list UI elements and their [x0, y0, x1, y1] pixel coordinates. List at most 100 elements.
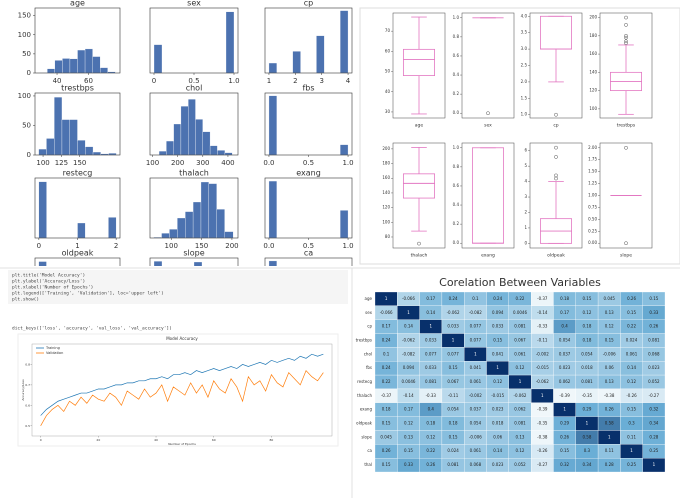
x-tick-label: 150: [73, 159, 86, 167]
y-tick-label: 0.00: [588, 240, 597, 245]
bar: [62, 58, 70, 73]
cell-label: 0.062: [514, 407, 526, 412]
y-tick-label: 0.6: [453, 183, 460, 188]
x-label: oldpeak: [547, 253, 565, 259]
code-line: plt.xlabel('Number of Epochs'): [12, 285, 93, 291]
cell-label: 0.061: [470, 448, 482, 453]
bar: [210, 146, 217, 155]
cell-label: 0.25: [649, 448, 658, 453]
row-label: chol: [364, 351, 372, 356]
y-tick-label: 50: [385, 69, 391, 74]
x-tick-label: 3: [319, 77, 323, 85]
bar: [340, 11, 348, 73]
cell-label: 0.062: [559, 379, 571, 384]
cell-label: 0.18: [560, 296, 569, 301]
bar: [93, 152, 101, 155]
cell-label: 0.12: [426, 434, 435, 439]
cell-label: 0.33: [649, 310, 658, 315]
y-tick-label: 160: [589, 51, 597, 56]
cell-label: 0.077: [470, 324, 482, 329]
cell-label: 0.18: [382, 407, 391, 412]
cell-label: 0.023: [492, 407, 504, 412]
y-tick-label: 120: [382, 205, 390, 210]
panel-title: fbs: [302, 84, 314, 93]
x-tick-label: 40: [154, 438, 158, 442]
cell-label: 0.17: [382, 324, 391, 329]
y-tick-label: 0.6: [25, 403, 30, 407]
panel-title: exang: [296, 169, 321, 178]
x-tick-label: 4: [346, 77, 351, 85]
panel-title: cp: [304, 0, 313, 8]
x-tick-label: 20: [96, 438, 100, 442]
code-line: plt.ylabel('Accuracy/Loss'): [12, 279, 85, 285]
chart-title: Corelation Between Variables: [439, 276, 601, 289]
cell-label: -0.38: [537, 434, 548, 439]
y-tick-label: 0.4: [453, 72, 460, 77]
cell-label: 0.13: [516, 434, 525, 439]
cell-label: 0.12: [516, 448, 525, 453]
cell-label: 0.24: [449, 296, 458, 301]
cell-label: 0.11: [627, 434, 636, 439]
cell-label: 0.023: [492, 462, 504, 467]
x-tick-label: 0: [152, 77, 156, 85]
panel-title: oldpeak: [62, 249, 94, 258]
cell-label: 0.26: [382, 448, 391, 453]
cell-label: 0.15: [404, 448, 413, 453]
cell-label: 0.14: [404, 324, 413, 329]
cell-label: 0.28: [649, 434, 658, 439]
cell-label: 0.081: [425, 379, 437, 384]
y-tick-label: 120: [589, 88, 597, 93]
y-tick-label: 100: [18, 92, 31, 100]
cell-label: 0.29: [560, 421, 569, 426]
row-label: sex: [365, 310, 372, 315]
y-tick-label: 70: [385, 28, 391, 33]
cell-label: 0.052: [648, 379, 660, 384]
cell-label: 0.15: [449, 434, 458, 439]
bar: [185, 212, 193, 238]
y-tick-label: 60: [385, 48, 391, 53]
bar: [93, 57, 101, 73]
cell-label: 0.32: [649, 407, 658, 412]
y-tick-label: 180: [382, 161, 390, 166]
cell-label: -0.35: [537, 421, 548, 426]
panel-title: ca: [304, 249, 313, 258]
y-tick-label: 180: [589, 33, 597, 38]
cell-label: 0.12: [627, 379, 636, 384]
y-tick-label: 2.00: [588, 145, 597, 150]
cell-label: 0.26: [426, 462, 435, 467]
x-tick-label: 80: [270, 438, 274, 442]
cell-label: 0.023: [559, 365, 571, 370]
bar: [174, 124, 181, 155]
code-line: plt.show(): [12, 297, 39, 303]
cell-label: 1: [541, 393, 544, 398]
cell-label: 0.094: [492, 310, 504, 315]
cell-label: 1: [586, 421, 589, 426]
cell-label: 0.32: [560, 462, 569, 467]
row-label: thal: [364, 462, 372, 467]
cell-label: 0.58: [582, 434, 591, 439]
bar: [162, 233, 170, 238]
y-tick-label: 1.50: [588, 169, 597, 174]
bar: [209, 184, 217, 238]
cell-label: 1: [519, 379, 522, 384]
y-tick-label: 1.0: [521, 112, 528, 117]
cell-label: 0.1: [472, 296, 479, 301]
x-label: cp: [553, 124, 558, 129]
bar: [217, 150, 225, 155]
bar: [159, 151, 166, 155]
cell-label: 0.054: [470, 421, 482, 426]
y-tick-label: 140: [589, 69, 597, 74]
cell-label: -0.39: [559, 393, 570, 398]
bar: [269, 96, 277, 155]
cell-label: 0.045: [380, 434, 392, 439]
row-label: ca: [367, 448, 372, 453]
bar: [85, 147, 93, 155]
cell-label: 0.081: [514, 421, 526, 426]
x-tick-label: 400: [221, 159, 234, 167]
x-tick-label: 200: [171, 159, 184, 167]
cell-label: 0.041: [470, 365, 482, 370]
cell-label: 0.17: [404, 407, 413, 412]
y-axis-label: Accuracy/Loss: [21, 379, 25, 401]
cell-label: 0.12: [516, 365, 525, 370]
